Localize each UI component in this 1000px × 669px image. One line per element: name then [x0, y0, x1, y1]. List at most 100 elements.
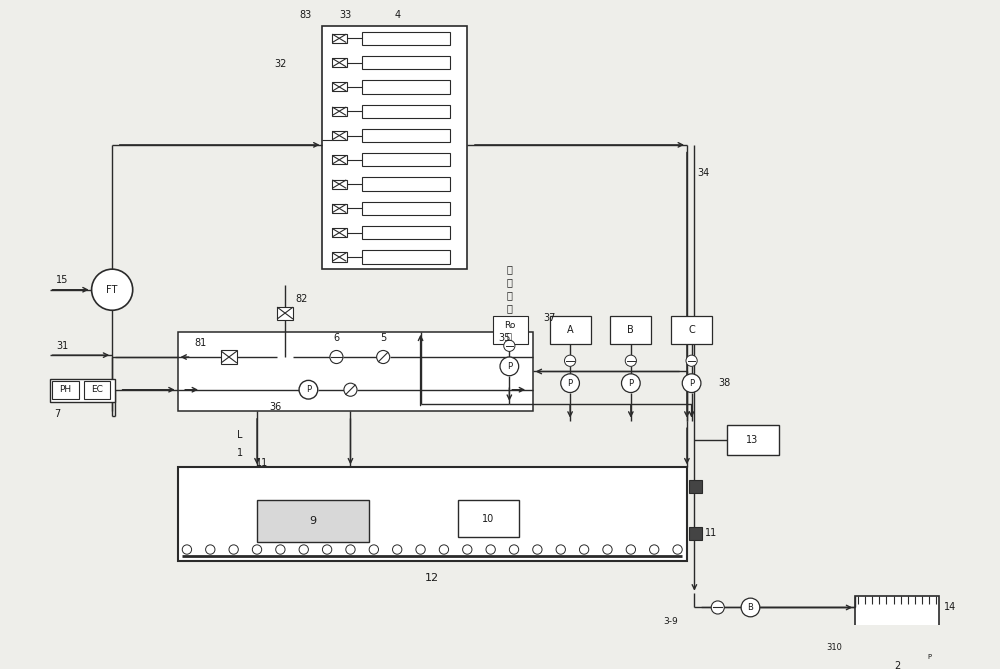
Text: 82: 82: [296, 294, 308, 304]
Text: 初: 初: [506, 277, 512, 287]
Bar: [178, 332, 533, 411]
Text: 11: 11: [705, 528, 717, 538]
Bar: [727, 425, 779, 455]
Circle shape: [561, 374, 579, 393]
Bar: [493, 316, 528, 344]
Text: EC: EC: [91, 385, 103, 394]
Bar: [855, 596, 939, 652]
Bar: [689, 527, 702, 540]
Bar: [458, 500, 519, 537]
Circle shape: [682, 374, 701, 393]
Text: 33: 33: [340, 10, 352, 20]
Text: P: P: [507, 362, 512, 371]
Bar: [362, 56, 450, 70]
Bar: [332, 106, 347, 116]
Circle shape: [92, 269, 133, 310]
Circle shape: [486, 545, 495, 554]
Circle shape: [369, 545, 379, 554]
Text: 10: 10: [482, 514, 494, 524]
Circle shape: [276, 545, 285, 554]
Text: B: B: [748, 603, 753, 612]
Text: P: P: [628, 379, 633, 387]
Bar: [332, 179, 347, 189]
Circle shape: [626, 545, 636, 554]
Circle shape: [625, 355, 636, 367]
Text: Ro: Ro: [504, 320, 515, 330]
Text: P: P: [306, 385, 311, 394]
Bar: [671, 316, 712, 344]
Bar: [178, 467, 687, 561]
Bar: [52, 381, 79, 399]
Text: 初: 初: [506, 304, 512, 313]
Text: 13: 13: [746, 435, 758, 445]
Text: B: B: [627, 325, 634, 335]
Text: 2: 2: [894, 662, 900, 669]
Circle shape: [377, 351, 390, 363]
Text: 3-9: 3-9: [664, 617, 678, 626]
Bar: [332, 204, 347, 213]
Text: A: A: [567, 325, 573, 335]
Circle shape: [923, 650, 936, 664]
Bar: [332, 155, 347, 165]
Circle shape: [603, 545, 612, 554]
Circle shape: [564, 355, 576, 367]
Text: 14: 14: [944, 603, 957, 613]
Circle shape: [711, 601, 724, 614]
Bar: [332, 58, 347, 67]
Circle shape: [299, 545, 308, 554]
Text: P: P: [928, 654, 932, 660]
Bar: [362, 177, 450, 191]
Text: 7: 7: [54, 409, 60, 419]
Circle shape: [416, 545, 425, 554]
Text: 6: 6: [333, 333, 340, 343]
Text: C: C: [688, 325, 695, 335]
Text: 81: 81: [195, 338, 207, 348]
Bar: [689, 480, 702, 494]
Bar: [362, 80, 450, 94]
Text: 原: 原: [506, 264, 512, 274]
Circle shape: [322, 545, 332, 554]
Bar: [610, 316, 651, 344]
Circle shape: [686, 355, 697, 367]
Text: 35: 35: [498, 333, 511, 343]
Text: PH: PH: [59, 385, 71, 394]
Text: 水: 水: [506, 290, 512, 300]
Text: 38: 38: [718, 378, 730, 388]
Circle shape: [182, 545, 192, 554]
Text: 36: 36: [270, 401, 282, 411]
Circle shape: [206, 545, 215, 554]
Circle shape: [393, 545, 402, 554]
Bar: [332, 82, 347, 92]
Circle shape: [504, 340, 515, 351]
Bar: [332, 131, 347, 140]
Text: 15: 15: [56, 276, 69, 286]
Text: P: P: [689, 379, 694, 387]
Circle shape: [344, 383, 357, 396]
Text: 水: 水: [507, 332, 512, 341]
Text: L: L: [237, 429, 243, 440]
Text: 32: 32: [274, 59, 287, 68]
Circle shape: [299, 381, 318, 399]
Text: 83: 83: [299, 10, 312, 20]
Circle shape: [556, 545, 565, 554]
Text: 1: 1: [237, 448, 243, 458]
Circle shape: [439, 545, 449, 554]
Circle shape: [579, 545, 589, 554]
Circle shape: [500, 357, 519, 376]
Circle shape: [650, 545, 659, 554]
Circle shape: [741, 598, 760, 617]
Text: 5: 5: [380, 333, 386, 343]
Circle shape: [229, 545, 238, 554]
Text: 12: 12: [425, 573, 439, 583]
Bar: [277, 306, 293, 320]
Text: 310: 310: [827, 643, 843, 652]
Bar: [362, 202, 450, 215]
Text: P: P: [568, 379, 573, 387]
Bar: [550, 316, 591, 344]
Text: 11: 11: [256, 458, 268, 468]
Bar: [84, 381, 110, 399]
Text: 9: 9: [310, 516, 317, 526]
Bar: [257, 500, 369, 542]
Text: 37: 37: [543, 312, 556, 322]
Circle shape: [673, 545, 682, 554]
